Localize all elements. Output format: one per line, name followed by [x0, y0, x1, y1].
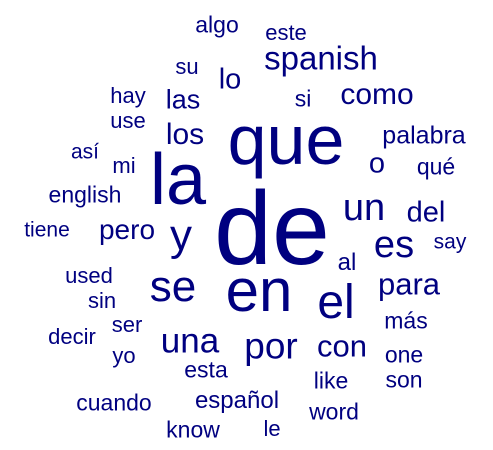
- cloud-word: english: [48, 181, 122, 208]
- cloud-word: use: [110, 108, 146, 133]
- cloud-word: la: [149, 140, 207, 220]
- cloud-word: así: [70, 140, 100, 164]
- cloud-word: say: [433, 230, 467, 254]
- cloud-word: decir: [48, 324, 96, 349]
- cloud-word: una: [160, 321, 220, 361]
- cloud-word: su: [175, 54, 199, 79]
- cloud-word: le: [263, 416, 281, 441]
- cloud-word: es: [373, 224, 415, 266]
- cloud-word: one: [384, 341, 424, 368]
- cloud-word: mi: [112, 153, 136, 178]
- cloud-word: de: [214, 171, 330, 287]
- cloud-word: se: [149, 262, 197, 311]
- cloud-word: sin: [87, 288, 117, 313]
- cloud-word: el: [317, 276, 355, 329]
- cloud-word: know: [166, 416, 220, 443]
- cloud-word: ser: [111, 312, 143, 337]
- cloud-word: palabra: [382, 121, 466, 150]
- cloud-word: qué: [416, 153, 456, 180]
- cloud-word: spanish: [264, 39, 378, 77]
- cloud-word: como: [340, 78, 414, 111]
- cloud-word: este: [265, 20, 307, 45]
- cloud-word: español: [194, 387, 280, 414]
- cloud-word: más: [384, 307, 428, 334]
- cloud-word: esta: [184, 356, 228, 383]
- cloud-word: cuando: [76, 389, 152, 416]
- cloud-word: lo: [218, 63, 242, 96]
- cloud-word: las: [165, 84, 201, 115]
- cloud-word: algo: [195, 11, 239, 38]
- cloud-word: o: [368, 147, 386, 180]
- cloud-word: son: [385, 366, 423, 393]
- cloud-word: like: [313, 367, 349, 394]
- cloud-word: los: [165, 118, 205, 151]
- cloud-word: que: [227, 101, 345, 179]
- cloud-word: si: [294, 85, 312, 112]
- cloud-word: del: [406, 196, 446, 229]
- cloud-word: al: [337, 249, 357, 276]
- cloud-word: tiene: [24, 218, 70, 242]
- cloud-word: con: [317, 328, 367, 364]
- cloud-word: yo: [112, 343, 136, 368]
- cloud-word: en: [225, 257, 293, 324]
- cloud-word: un: [342, 187, 386, 229]
- cloud-word: pero: [98, 214, 156, 245]
- cloud-word: used: [65, 263, 113, 288]
- cloud-word: y: [170, 211, 192, 260]
- cloud-word: hay: [110, 83, 146, 108]
- cloud-word: word: [309, 398, 359, 425]
- cloud-word: para: [377, 266, 441, 302]
- cloud-word: por: [244, 325, 298, 367]
